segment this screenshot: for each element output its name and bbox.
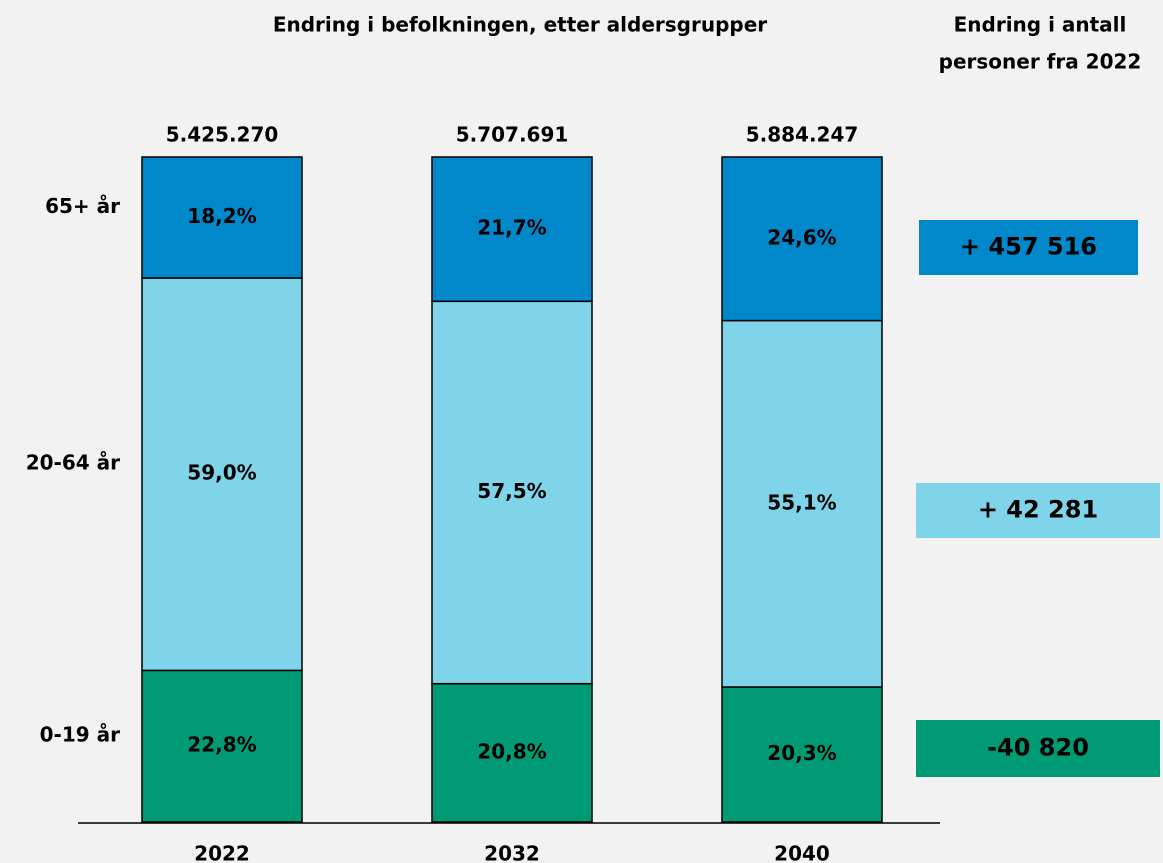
bar-segment	[431, 156, 593, 303]
value-label: 57,5%	[477, 479, 546, 503]
bar-segment	[141, 156, 303, 279]
change-box	[916, 483, 1160, 538]
x-tick-label: 2040	[774, 842, 830, 863]
bar-segment	[431, 300, 593, 685]
total-label: 5.884.247	[746, 123, 859, 147]
series-label: 0-19 år	[40, 723, 121, 747]
series-label: 65+ år	[45, 194, 120, 218]
change-label: + 457 516	[960, 233, 1097, 261]
bar-segment	[431, 682, 593, 823]
side-title: Endring i antall	[954, 13, 1127, 37]
change-box	[919, 220, 1138, 275]
series-label: 20-64 år	[26, 451, 120, 475]
value-label: 55,1%	[767, 490, 836, 514]
value-label: 22,8%	[187, 733, 256, 757]
value-label: 59,0%	[187, 461, 256, 485]
change-label: -40 820	[987, 734, 1089, 762]
bar-segment	[721, 686, 883, 823]
value-label: 18,2%	[187, 204, 256, 228]
change-box	[916, 720, 1160, 777]
bar-segment	[721, 156, 883, 322]
x-tick-label: 2022	[194, 842, 250, 863]
x-tick-label: 2032	[484, 842, 540, 863]
value-label: 20,3%	[767, 741, 836, 765]
total-label: 5.425.270	[166, 123, 279, 147]
chart-title: Endring i befolkningen, etter aldersgrup…	[273, 13, 767, 37]
value-label: 24,6%	[767, 225, 836, 249]
bar-segment	[141, 277, 303, 672]
bar-segment	[721, 319, 883, 688]
side-title: personer fra 2022	[939, 50, 1142, 74]
value-label: 21,7%	[477, 216, 546, 240]
total-label: 5.707.691	[456, 123, 569, 147]
value-label: 20,8%	[477, 739, 546, 763]
change-label: + 42 281	[978, 496, 1098, 524]
bar-segment	[141, 669, 303, 823]
